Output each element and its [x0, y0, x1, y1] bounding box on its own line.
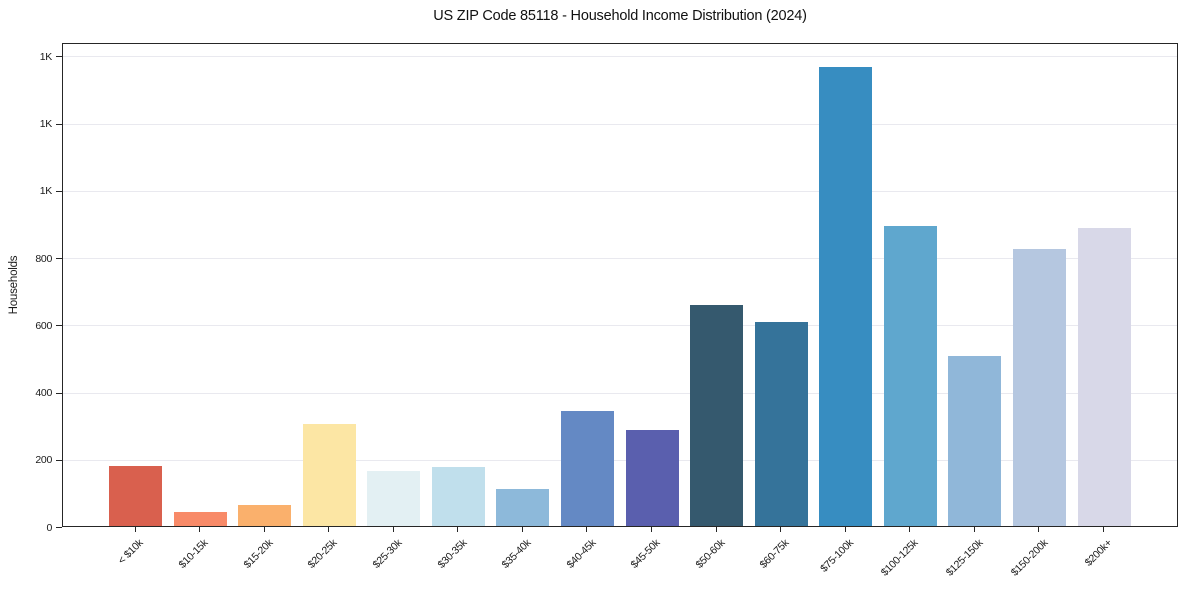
x-tick-label-text: < $10k — [116, 537, 146, 567]
bar-$15-20k — [238, 505, 292, 526]
bar-$125-150k — [948, 355, 1002, 526]
y-tick-label: 1K — [39, 118, 53, 131]
x-tick-label-text: $75-100k — [818, 537, 857, 575]
y-tick-label: 1K — [39, 185, 53, 198]
bar-$30-35k — [431, 466, 485, 526]
gridline — [63, 392, 1177, 394]
bar-$45-50k — [625, 429, 679, 526]
x-tick-mark — [328, 527, 330, 532]
x-tick-mark — [780, 527, 782, 532]
x-tick-mark — [844, 527, 846, 532]
y-tick-mark — [56, 325, 62, 327]
gridline — [63, 459, 1177, 461]
bar-$150-200k — [1012, 248, 1066, 526]
y-tick-mark — [56, 459, 62, 461]
y-tick-mark — [56, 56, 62, 58]
y-tick-mark — [56, 392, 62, 394]
x-tick-label-text: $200k+ — [1082, 537, 1115, 569]
x-tick-mark — [1103, 527, 1105, 532]
bar-$60-75k — [754, 321, 808, 526]
bar-$25-30k — [367, 470, 421, 526]
x-tick-mark — [521, 527, 523, 532]
x-tick-label-text: $45-50k — [628, 537, 663, 571]
x-tick-label-text: $40-45k — [564, 537, 598, 571]
y-tick-mark — [56, 123, 62, 125]
x-tick-label-text: $125-150k — [943, 537, 986, 579]
x-tick-label-text: $10-15k — [176, 537, 211, 571]
x-tick-label-text: $15-20k — [241, 537, 276, 571]
bar-$10-15k — [173, 511, 227, 526]
x-tick-mark — [909, 527, 911, 532]
x-tick-mark — [586, 527, 588, 532]
y-tick-label: 0 — [46, 521, 52, 534]
bar-< $10k — [109, 465, 162, 526]
x-tick-mark — [392, 527, 394, 532]
x-tick-label-text: $25-30k — [370, 537, 405, 571]
y-tick-mark — [56, 258, 62, 260]
y-tick-label: 800 — [35, 252, 52, 265]
plot-area — [62, 43, 1178, 527]
x-tick-mark — [973, 527, 975, 532]
bar-$20-25k — [302, 423, 356, 526]
gridline — [63, 123, 1177, 125]
gridline — [63, 258, 1177, 260]
x-tick-label-text: $100-125k — [879, 537, 921, 579]
bar-$50-60k — [690, 304, 744, 526]
x-tick-mark — [651, 527, 653, 532]
x-tick-label-text: $30-35k — [435, 537, 469, 571]
y-tick-label: 1K — [39, 50, 53, 63]
x-tick-label-text: $50-60k — [693, 537, 728, 571]
bar-$200k+ — [1077, 227, 1131, 526]
gridline — [63, 325, 1177, 327]
x-tick-mark — [457, 527, 459, 532]
y-tick-label: 200 — [35, 454, 52, 467]
chart-title: US ZIP Code 85118 - Household Income Dis… — [433, 8, 807, 24]
x-tick-mark — [263, 527, 265, 532]
x-tick-label-text: $35-40k — [499, 537, 534, 571]
x-tick-label-text: $150-200k — [1008, 537, 1050, 579]
x-tick-mark — [199, 527, 201, 532]
gridline — [63, 190, 1177, 192]
gridline — [63, 56, 1177, 58]
x-tick-mark — [1038, 527, 1040, 532]
bar-$100-125k — [883, 225, 937, 526]
y-tick-label: 600 — [35, 319, 52, 332]
bar-$35-40k — [496, 489, 550, 526]
bar-$40-45k — [560, 410, 614, 526]
bar-$75-100k — [819, 66, 873, 526]
y-tick-mark — [56, 527, 62, 528]
y-tick-mark — [56, 190, 62, 192]
x-tick-label-text: $20-25k — [305, 537, 340, 571]
x-tick-label-text: $60-75k — [757, 537, 792, 571]
y-tick-label: 400 — [35, 387, 52, 400]
x-tick-mark — [715, 527, 717, 532]
x-tick-mark — [134, 527, 136, 532]
